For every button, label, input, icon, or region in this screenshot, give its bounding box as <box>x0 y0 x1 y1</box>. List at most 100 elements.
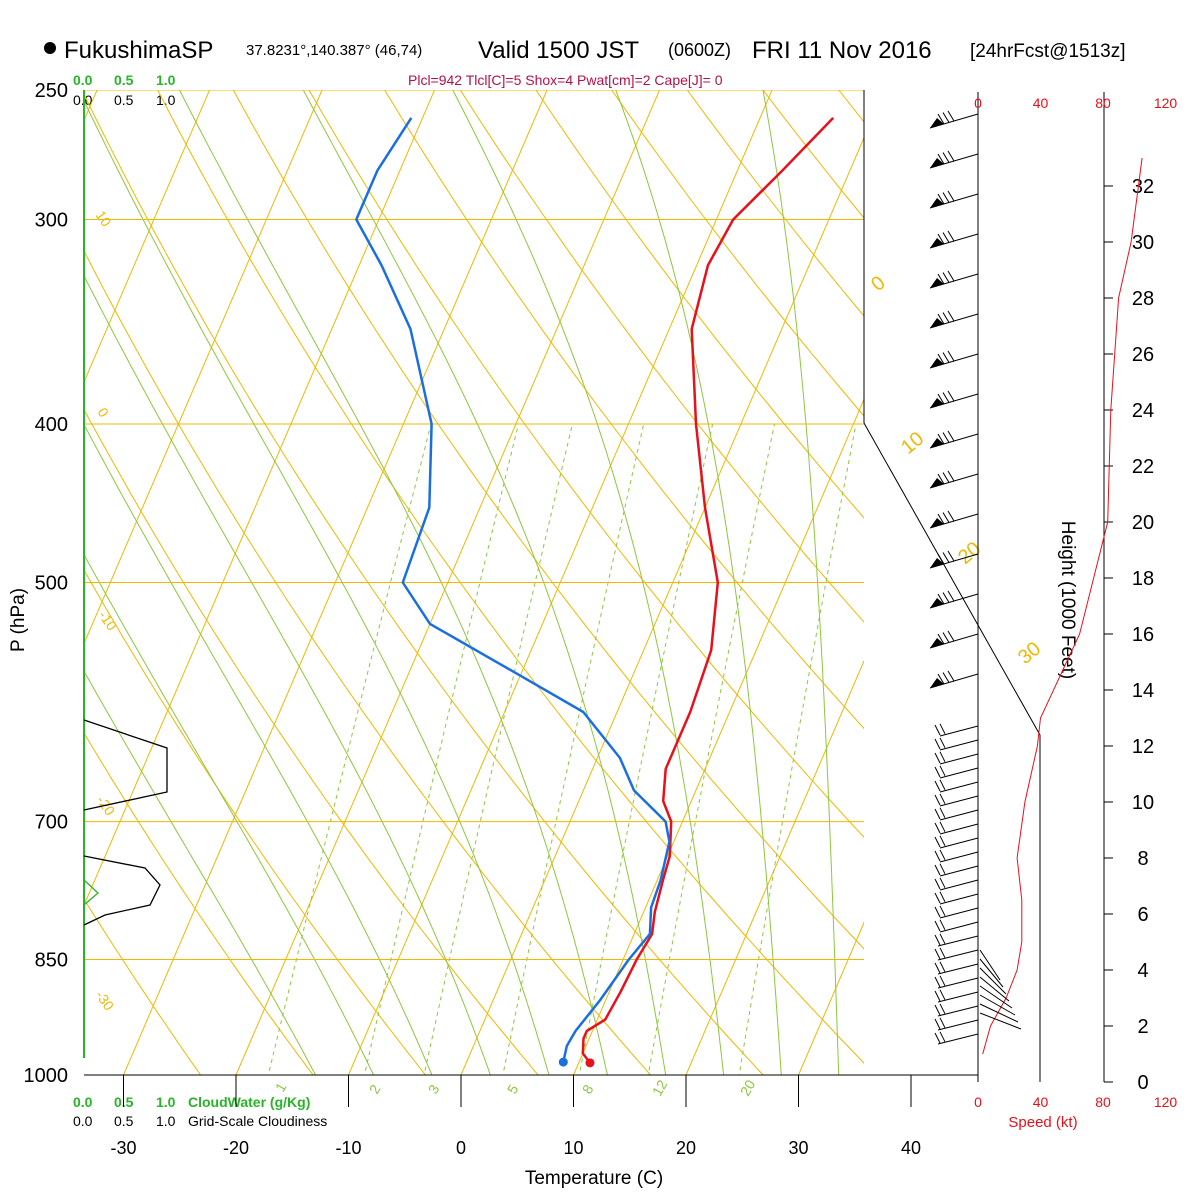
height-tick-label: 14 <box>1132 680 1154 702</box>
wind-barbs <box>929 110 1022 1045</box>
wind-barb-feather <box>939 765 946 777</box>
wind-barb-staff <box>937 1019 979 1031</box>
wind-barb-feather <box>947 310 955 322</box>
dry-adiabat-line <box>459 90 864 623</box>
wind-barb-staff <box>979 949 1001 981</box>
moist-adiabat-line <box>84 553 375 1075</box>
wind-barb-feather <box>942 312 950 323</box>
wind-barb-flag <box>930 278 944 288</box>
wind-barb-feather <box>937 553 945 565</box>
isotherm-label: 10 <box>93 208 115 230</box>
terrain-boundary <box>863 422 1041 1082</box>
mixing-ratio-line <box>267 423 432 1075</box>
height-tick-label: 22 <box>1132 456 1154 478</box>
cloudwater-outline <box>83 879 99 906</box>
wind-barb-staff <box>939 809 979 821</box>
wind-barb-feather <box>934 906 941 918</box>
wind-barb-feather <box>937 153 945 165</box>
y-axis-title: P (hPa) <box>8 588 29 652</box>
speed-tick-label-top: 0 <box>974 95 982 111</box>
temperature-tick-label: 20 <box>676 1138 696 1158</box>
wind-barb-flag <box>930 598 944 608</box>
wind-barb-feather <box>934 948 941 960</box>
mixing-ratio-label: 12 <box>649 1077 671 1099</box>
wind-barb-feather <box>937 633 945 645</box>
wind-barb-feather <box>934 738 941 750</box>
utc-time: (0600Z) <box>668 40 731 60</box>
cloudiness-title: Grid-Scale Cloudiness <box>188 1113 327 1129</box>
speed-tick-label-bottom: 120 <box>1154 1094 1178 1110</box>
wind-barb-feather <box>939 975 946 987</box>
chart-header: FukushimaSP 37.8231°,140.387° (46,74) Va… <box>44 37 1126 88</box>
wind-barb-feather <box>947 670 955 682</box>
valid-time: Valid 1500 JST <box>478 37 639 64</box>
wind-barb-flag <box>930 198 944 208</box>
speed-tick-label-bottom: 80 <box>1095 1094 1111 1110</box>
height-tick-label: 16 <box>1132 624 1154 646</box>
wind-barb-feather <box>934 724 941 736</box>
height-tick-label: 2 <box>1137 1016 1148 1038</box>
wind-barb-feather <box>937 353 945 365</box>
dry-adiabat-line <box>84 249 652 1075</box>
wind-barb-feather <box>937 273 945 285</box>
height-tick-label: 12 <box>1132 736 1154 758</box>
wind-barb-staff <box>939 921 979 933</box>
wind-barb-staff <box>937 935 979 947</box>
isotherm-label: 30 <box>1014 638 1045 669</box>
wind-barb-feather <box>942 272 950 283</box>
wind-barb-feather <box>937 673 945 685</box>
wind-barb-staff <box>939 879 979 891</box>
wind-barb-feather <box>937 193 945 205</box>
temperature-tick-label: 30 <box>788 1138 808 1158</box>
wind-barb-feather <box>947 270 955 282</box>
wind-barb-feather <box>947 510 955 522</box>
wind-barb-feather <box>939 891 946 903</box>
wind-barb-feather <box>934 822 941 834</box>
background-grid <box>84 61 1200 1110</box>
wind-barb-feather <box>939 919 946 931</box>
dry-adiabat-line <box>157 90 864 1064</box>
wind-barb-feather <box>939 849 946 861</box>
speed-tick-label-top: 120 <box>1154 95 1178 111</box>
wind-barb-feather <box>947 590 955 602</box>
cloudiness-scale-bottom-2: 1.0 <box>156 1113 176 1129</box>
dry-adiabat-line <box>966 61 1200 1110</box>
wind-barb-staff <box>939 893 979 905</box>
wind-barb-feather <box>942 352 950 363</box>
wind-barb-feather <box>934 780 941 792</box>
wind-barb-staff <box>939 739 979 751</box>
pressure-tick-label: 250 <box>35 80 68 102</box>
wind-barb-feather <box>939 1031 946 1043</box>
wind-barb-feather <box>942 432 950 443</box>
wind-barb-staff <box>979 994 1016 1016</box>
wind-barb-feather <box>947 390 955 402</box>
mixing-ratio-labels: 1 2 3 5 8 12 20 <box>272 1077 759 1099</box>
wind-barb-staff <box>939 907 979 919</box>
wind-barb-staff <box>937 1033 979 1045</box>
wind-barb-feather <box>939 793 946 805</box>
wind-barb-feather <box>934 934 941 946</box>
wind-barb-feather <box>942 232 950 243</box>
wind-barb-flag <box>930 678 944 688</box>
pressure-tick-label: 1000 <box>24 1065 69 1087</box>
wind-barb-flag <box>930 478 944 488</box>
wind-barb-flag <box>930 358 944 368</box>
height-tick-label: 8 <box>1137 848 1148 870</box>
cloudiness-scale-0: 0.0 <box>73 92 93 108</box>
wind-barb-flag <box>930 158 944 168</box>
wind-barb-feather <box>947 430 955 442</box>
height-tick-label: 32 <box>1132 176 1154 198</box>
isotherm-label: 20 <box>954 538 985 569</box>
wind-barb-feather <box>939 947 946 959</box>
pressure-tick-label: 700 <box>35 812 68 834</box>
wind-barb-feather <box>939 779 946 791</box>
wind-barb-feather <box>934 850 941 862</box>
dry-adiabat-line <box>308 90 864 839</box>
cloudwater-scale-0: 0.0 <box>73 72 93 88</box>
wind-barb-feather <box>934 1032 941 1044</box>
wind-barb-staff <box>979 958 1004 988</box>
wind-barb-feather <box>942 192 950 203</box>
